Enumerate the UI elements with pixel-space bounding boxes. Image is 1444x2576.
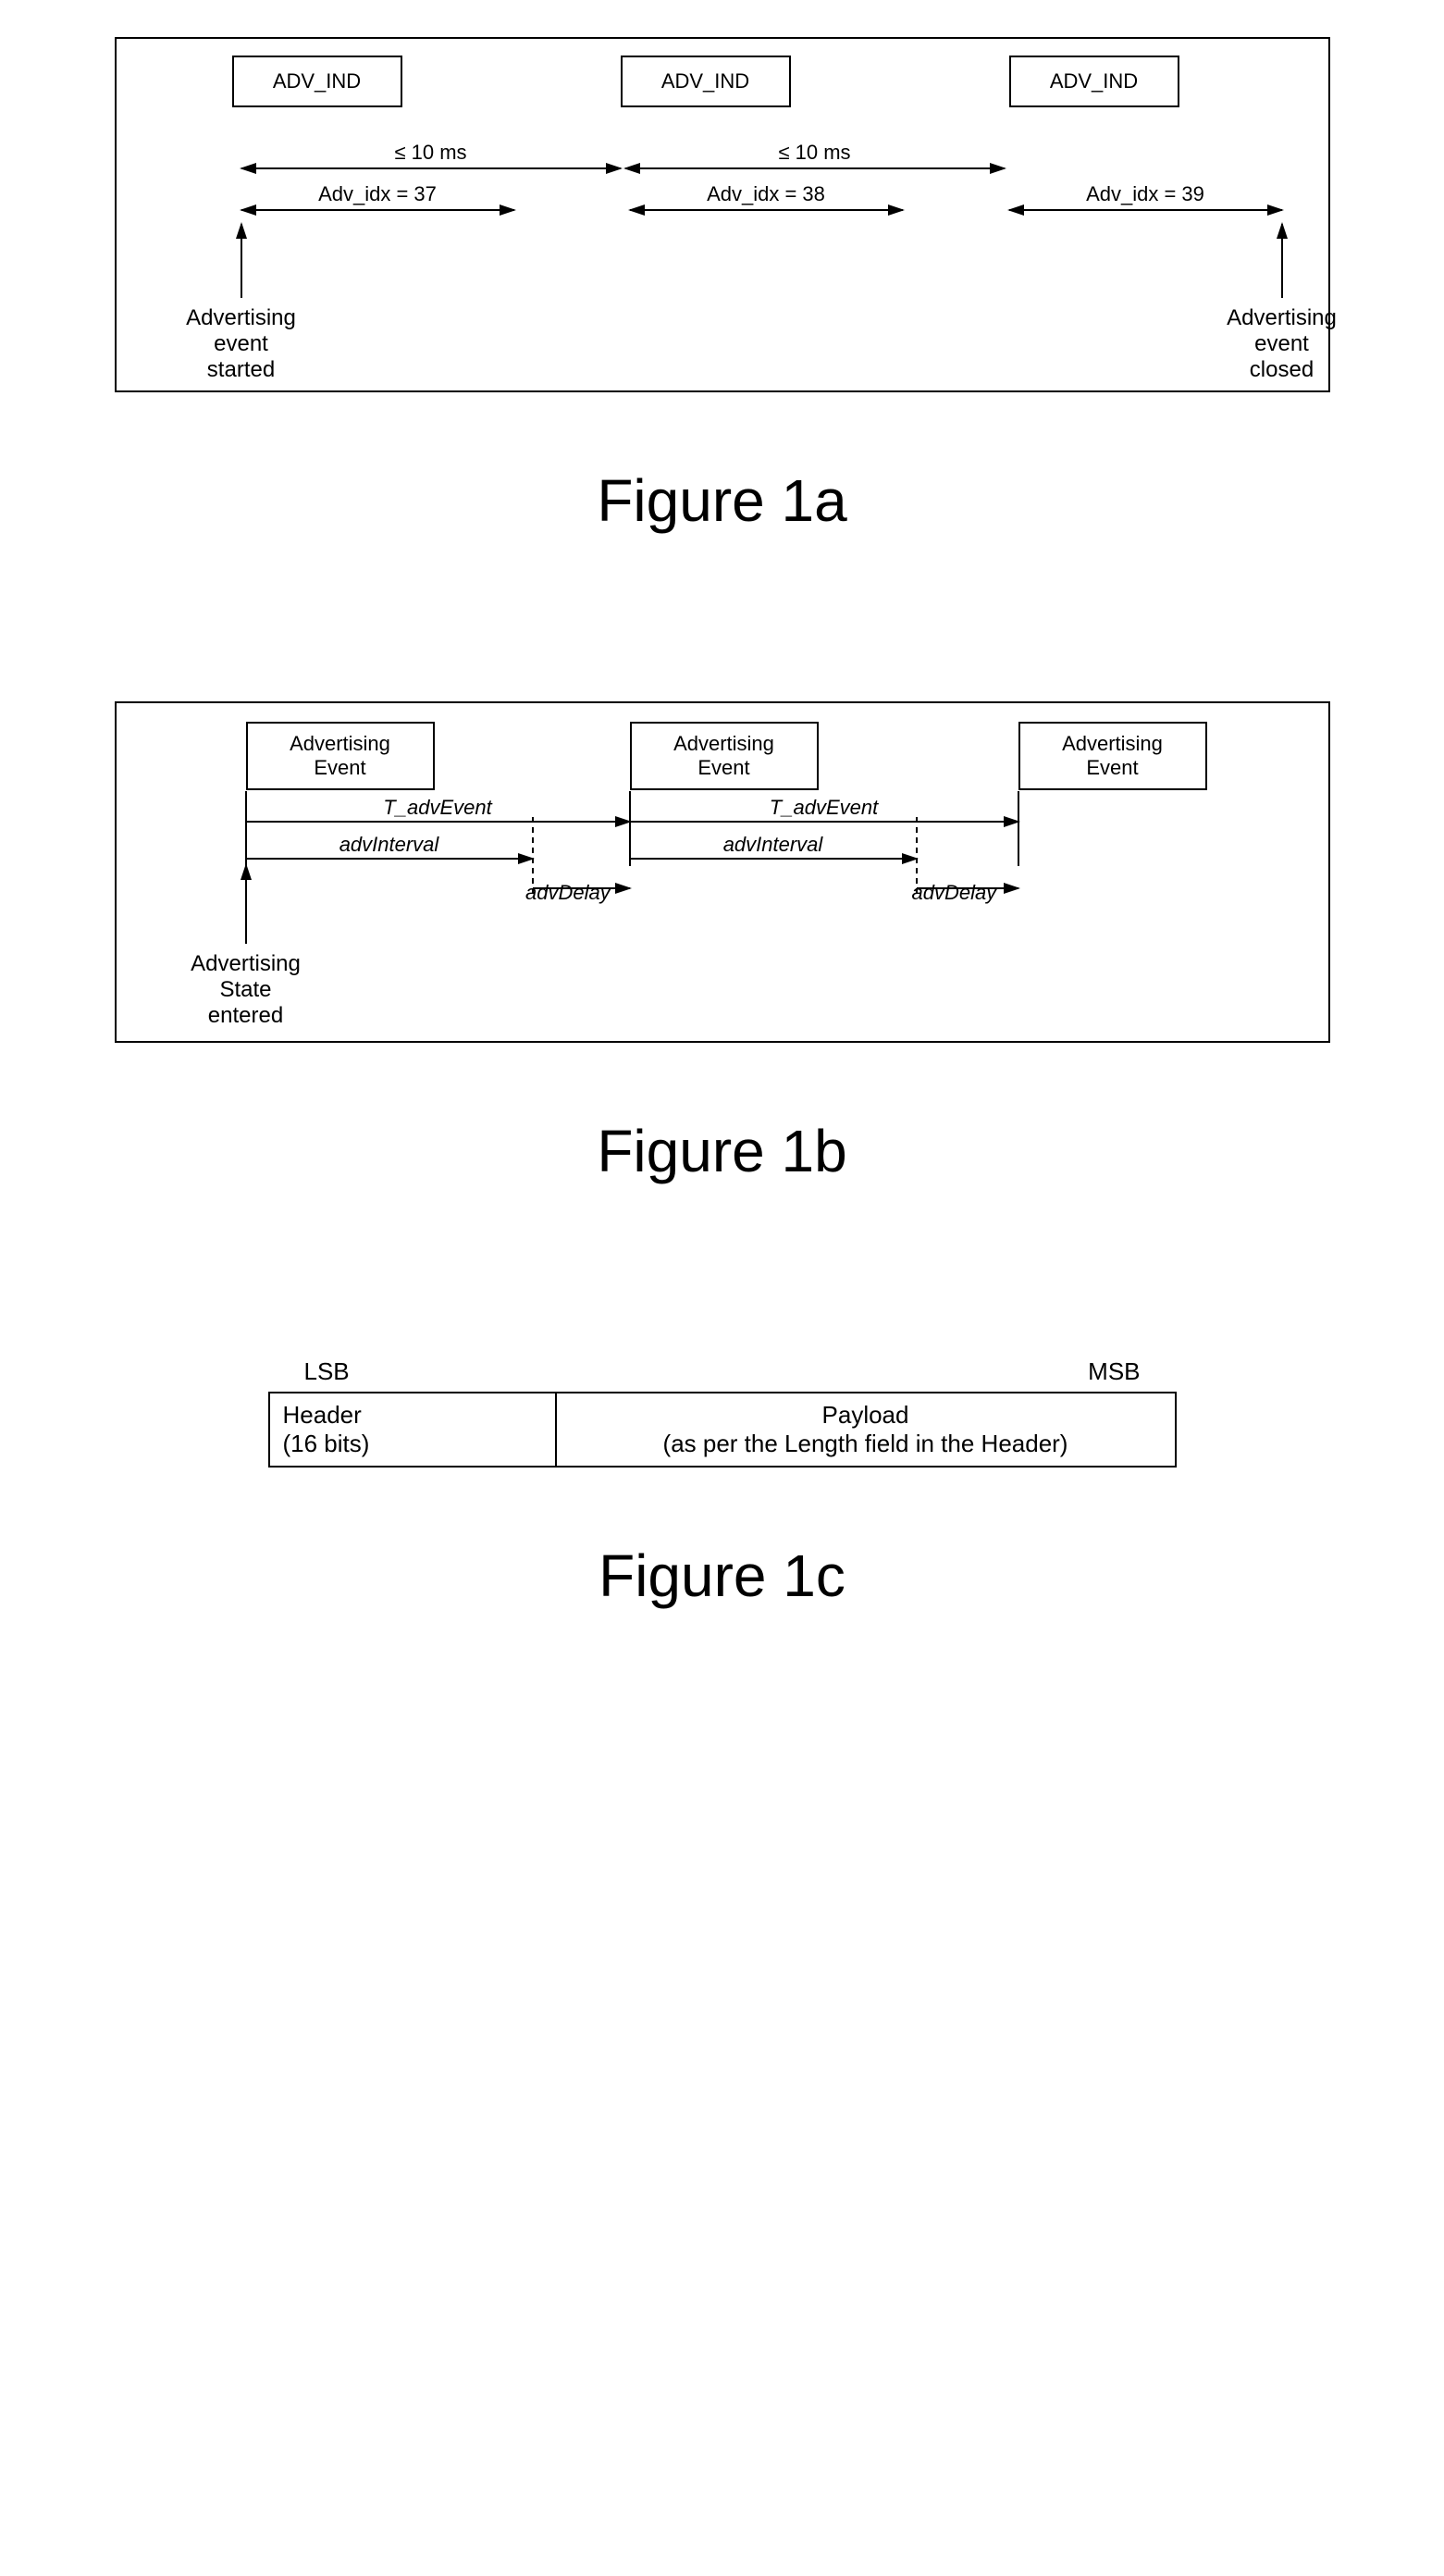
figure-1a-caption: Figure 1a — [37, 466, 1407, 535]
idx-label: Adv_idx = 37 — [318, 182, 437, 206]
header-line1: Header — [283, 1401, 542, 1430]
t-advevent-label: T_advEvent — [770, 796, 878, 820]
idx-label: Adv_idx = 38 — [707, 182, 825, 206]
t-advevent-label: T_advEvent — [383, 796, 491, 820]
event-block: AdvertisingEvent — [1018, 722, 1207, 790]
lsb-msb-row: LSB MSB — [293, 1352, 1152, 1392]
state-entered-label: AdvertisingStateentered — [191, 951, 301, 1029]
event-block: AdvertisingEvent — [246, 722, 435, 790]
advdelay-label: advDelay — [525, 881, 611, 905]
header-cell: Header (16 bits) — [269, 1393, 556, 1467]
time-label: ≤ 10 ms — [394, 141, 466, 165]
event-closed-label: Advertisingeventclosed — [1227, 305, 1337, 383]
event-block: ADV_IND — [621, 56, 791, 107]
payload-cell: Payload (as per the Length field in the … — [556, 1393, 1176, 1467]
figure-1b-frame: AdvertisingEvent AdvertisingEvent Advertis… — [115, 701, 1330, 1043]
payload-line2: (as per the Length field in the Header) — [570, 1430, 1162, 1458]
advinterval-label: advInterval — [723, 833, 823, 857]
packet-structure-table: Header (16 bits) Payload (as per the Len… — [268, 1392, 1177, 1468]
figure-1a-frame: ADV_IND ADV_IND ADV_IND ≤ 10 ms ≤ 10 ms Adv_i… — [115, 37, 1330, 392]
msb-label: MSB — [564, 1354, 1150, 1390]
figure-1b-caption: Figure 1b — [37, 1117, 1407, 1185]
time-label: ≤ 10 ms — [778, 141, 850, 165]
figure-1c-container: LSB MSB Header (16 bits) Payload (as per… — [37, 1352, 1407, 1468]
header-line2: (16 bits) — [283, 1430, 542, 1458]
event-block: AdvertisingEvent — [630, 722, 819, 790]
lsb-label: LSB — [295, 1354, 562, 1390]
advdelay-label: advDelay — [912, 881, 997, 905]
event-started-label: Advertisingeventstarted — [186, 305, 296, 383]
figure-1c-caption: Figure 1c — [37, 1542, 1407, 1610]
idx-label: Adv_idx = 39 — [1086, 182, 1204, 206]
payload-line1: Payload — [570, 1401, 1162, 1430]
advinterval-label: advInterval — [339, 833, 439, 857]
event-block: ADV_IND — [1009, 56, 1179, 107]
event-block: ADV_IND — [232, 56, 402, 107]
